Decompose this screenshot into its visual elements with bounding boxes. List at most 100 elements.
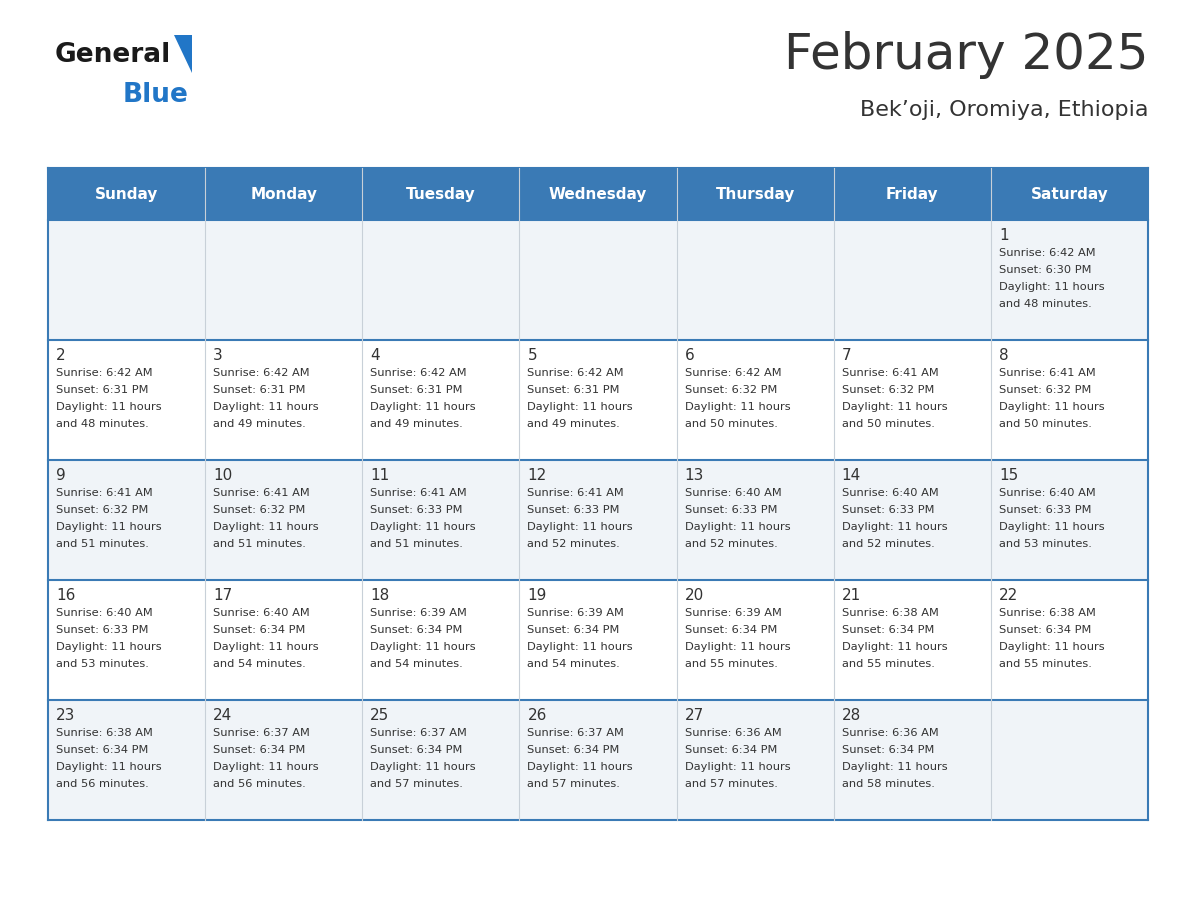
Text: Sunrise: 6:42 AM: Sunrise: 6:42 AM [371, 368, 467, 378]
Text: Blue: Blue [124, 82, 189, 108]
Text: and 49 minutes.: and 49 minutes. [371, 419, 463, 429]
Text: Sunrise: 6:40 AM: Sunrise: 6:40 AM [684, 488, 782, 498]
Text: Daylight: 11 hours: Daylight: 11 hours [527, 762, 633, 772]
Bar [48, 220, 1148, 340]
Text: Sunset: 6:33 PM: Sunset: 6:33 PM [684, 505, 777, 515]
Text: and 55 minutes.: and 55 minutes. [684, 659, 777, 669]
Text: Daylight: 11 hours: Daylight: 11 hours [684, 522, 790, 532]
Text: Tuesday: Tuesday [406, 186, 475, 201]
Text: Sunrise: 6:36 AM: Sunrise: 6:36 AM [684, 728, 782, 738]
Polygon shape [173, 35, 192, 73]
Text: 5: 5 [527, 348, 537, 363]
Text: 27: 27 [684, 708, 703, 723]
Text: Daylight: 11 hours: Daylight: 11 hours [684, 762, 790, 772]
Text: 20: 20 [684, 588, 703, 603]
Text: Sunset: 6:33 PM: Sunset: 6:33 PM [56, 625, 148, 635]
Text: Bek’oji, Oromiya, Ethiopia: Bek’oji, Oromiya, Ethiopia [859, 100, 1148, 120]
Text: Sunrise: 6:42 AM: Sunrise: 6:42 AM [527, 368, 624, 378]
Text: 26: 26 [527, 708, 546, 723]
Text: 7: 7 [842, 348, 852, 363]
Text: Daylight: 11 hours: Daylight: 11 hours [684, 402, 790, 412]
Text: 3: 3 [213, 348, 223, 363]
Text: 16: 16 [56, 588, 75, 603]
Text: 28: 28 [842, 708, 861, 723]
Text: Daylight: 11 hours: Daylight: 11 hours [56, 402, 162, 412]
Text: 2: 2 [56, 348, 65, 363]
Text: Sunset: 6:34 PM: Sunset: 6:34 PM [213, 745, 305, 755]
Text: Sunrise: 6:38 AM: Sunrise: 6:38 AM [56, 728, 153, 738]
Text: 12: 12 [527, 468, 546, 483]
Text: Daylight: 11 hours: Daylight: 11 hours [842, 762, 947, 772]
Text: Sunrise: 6:42 AM: Sunrise: 6:42 AM [684, 368, 782, 378]
Text: Sunrise: 6:40 AM: Sunrise: 6:40 AM [842, 488, 939, 498]
Text: Daylight: 11 hours: Daylight: 11 hours [999, 642, 1105, 652]
Text: Wednesday: Wednesday [549, 186, 647, 201]
Text: Daylight: 11 hours: Daylight: 11 hours [842, 522, 947, 532]
Text: Sunset: 6:34 PM: Sunset: 6:34 PM [527, 625, 620, 635]
Text: 9: 9 [56, 468, 65, 483]
Text: Sunset: 6:32 PM: Sunset: 6:32 PM [842, 385, 934, 395]
Bar [48, 580, 1148, 700]
Text: Sunset: 6:34 PM: Sunset: 6:34 PM [371, 745, 462, 755]
Text: Sunset: 6:30 PM: Sunset: 6:30 PM [999, 265, 1092, 275]
Text: Daylight: 11 hours: Daylight: 11 hours [213, 522, 318, 532]
Text: Daylight: 11 hours: Daylight: 11 hours [999, 282, 1105, 292]
Text: 19: 19 [527, 588, 546, 603]
Text: Sunset: 6:34 PM: Sunset: 6:34 PM [842, 745, 934, 755]
Text: and 57 minutes.: and 57 minutes. [371, 779, 463, 789]
Text: Sunrise: 6:38 AM: Sunrise: 6:38 AM [842, 608, 939, 618]
Text: Sunrise: 6:40 AM: Sunrise: 6:40 AM [213, 608, 310, 618]
Text: and 54 minutes.: and 54 minutes. [527, 659, 620, 669]
Bar [48, 340, 1148, 460]
Text: Thursday: Thursday [715, 186, 795, 201]
Text: 4: 4 [371, 348, 380, 363]
Text: Daylight: 11 hours: Daylight: 11 hours [56, 762, 162, 772]
Text: Sunday: Sunday [95, 186, 158, 201]
Text: Daylight: 11 hours: Daylight: 11 hours [527, 402, 633, 412]
Bar [48, 168, 1148, 220]
Text: Sunset: 6:33 PM: Sunset: 6:33 PM [371, 505, 463, 515]
Text: Sunset: 6:34 PM: Sunset: 6:34 PM [684, 625, 777, 635]
Text: February 2025: February 2025 [784, 31, 1148, 79]
Text: and 51 minutes.: and 51 minutes. [371, 539, 463, 549]
Text: Saturday: Saturday [1030, 186, 1108, 201]
Text: and 50 minutes.: and 50 minutes. [999, 419, 1092, 429]
Text: Daylight: 11 hours: Daylight: 11 hours [371, 642, 476, 652]
Bar [48, 700, 1148, 820]
Text: and 55 minutes.: and 55 minutes. [999, 659, 1092, 669]
Text: Daylight: 11 hours: Daylight: 11 hours [684, 642, 790, 652]
Text: Sunset: 6:34 PM: Sunset: 6:34 PM [371, 625, 462, 635]
Text: Sunset: 6:33 PM: Sunset: 6:33 PM [999, 505, 1092, 515]
Text: 21: 21 [842, 588, 861, 603]
Text: Sunset: 6:33 PM: Sunset: 6:33 PM [842, 505, 934, 515]
Text: 8: 8 [999, 348, 1009, 363]
Text: Sunset: 6:34 PM: Sunset: 6:34 PM [213, 625, 305, 635]
Text: 17: 17 [213, 588, 233, 603]
Text: 23: 23 [56, 708, 75, 723]
Text: Sunrise: 6:40 AM: Sunrise: 6:40 AM [999, 488, 1095, 498]
Text: 10: 10 [213, 468, 233, 483]
Text: Monday: Monday [251, 186, 317, 201]
Text: Sunset: 6:34 PM: Sunset: 6:34 PM [842, 625, 934, 635]
Text: Friday: Friday [886, 186, 939, 201]
Text: and 49 minutes.: and 49 minutes. [527, 419, 620, 429]
Text: Sunrise: 6:42 AM: Sunrise: 6:42 AM [999, 248, 1095, 258]
Text: and 48 minutes.: and 48 minutes. [56, 419, 148, 429]
Text: and 57 minutes.: and 57 minutes. [527, 779, 620, 789]
Text: Sunrise: 6:36 AM: Sunrise: 6:36 AM [842, 728, 939, 738]
Text: Sunrise: 6:39 AM: Sunrise: 6:39 AM [684, 608, 782, 618]
Text: and 51 minutes.: and 51 minutes. [213, 539, 307, 549]
Text: and 52 minutes.: and 52 minutes. [842, 539, 935, 549]
Text: and 54 minutes.: and 54 minutes. [213, 659, 305, 669]
Text: 25: 25 [371, 708, 390, 723]
Text: Daylight: 11 hours: Daylight: 11 hours [999, 402, 1105, 412]
Text: 14: 14 [842, 468, 861, 483]
Text: Sunrise: 6:38 AM: Sunrise: 6:38 AM [999, 608, 1095, 618]
Text: Daylight: 11 hours: Daylight: 11 hours [213, 402, 318, 412]
Text: 1: 1 [999, 228, 1009, 243]
Text: Daylight: 11 hours: Daylight: 11 hours [213, 642, 318, 652]
Text: Sunrise: 6:41 AM: Sunrise: 6:41 AM [999, 368, 1095, 378]
Text: and 53 minutes.: and 53 minutes. [999, 539, 1092, 549]
Text: 6: 6 [684, 348, 694, 363]
Text: Daylight: 11 hours: Daylight: 11 hours [527, 522, 633, 532]
